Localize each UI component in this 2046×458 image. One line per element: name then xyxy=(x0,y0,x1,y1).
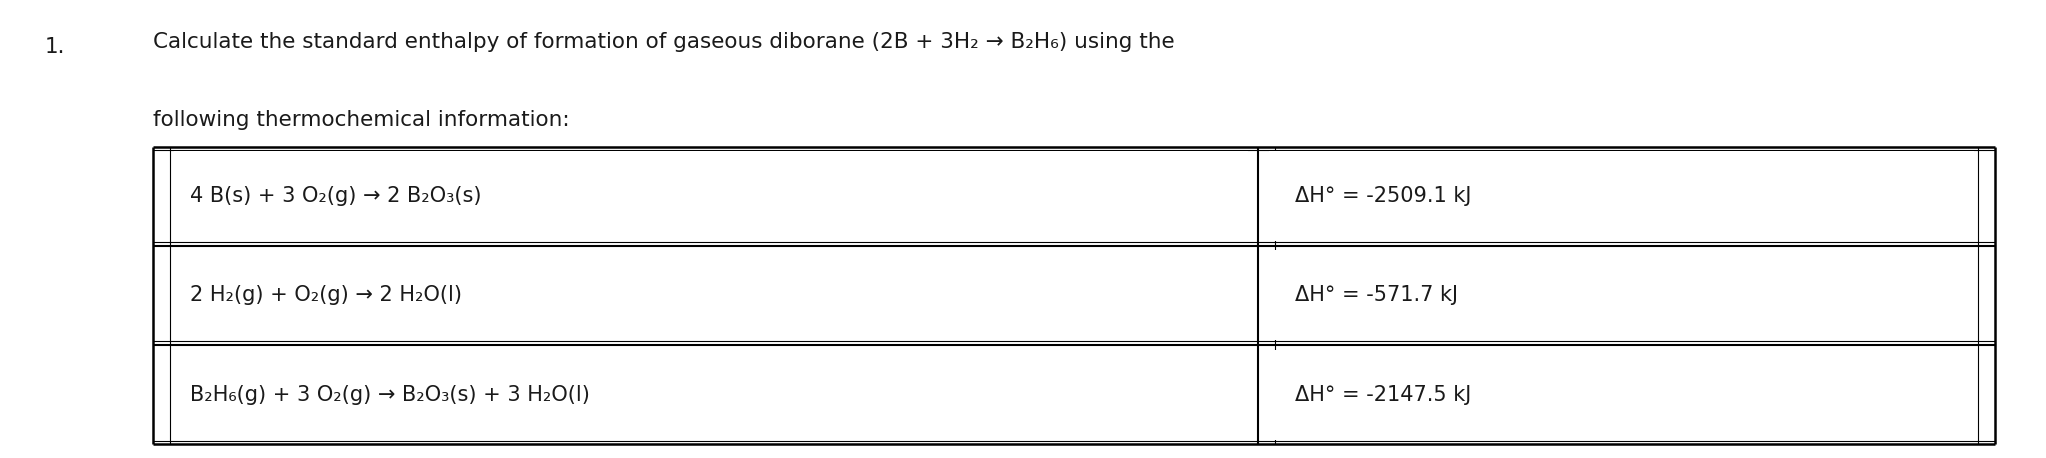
Text: ΔH° = -571.7 kJ: ΔH° = -571.7 kJ xyxy=(1295,285,1459,305)
Bar xyxy=(174,349,1248,440)
Text: 2 H₂(g) + O₂(g) → 2 H₂O(l): 2 H₂(g) + O₂(g) → 2 H₂O(l) xyxy=(190,285,462,305)
Bar xyxy=(1269,349,1974,440)
Text: ΔH° = -2147.5 kJ: ΔH° = -2147.5 kJ xyxy=(1295,385,1471,405)
Text: ΔH° = -2509.1 kJ: ΔH° = -2509.1 kJ xyxy=(1295,186,1471,206)
Bar xyxy=(1269,251,1974,340)
Bar xyxy=(174,251,1248,340)
Text: B₂H₆(g) + 3 O₂(g) → B₂O₃(s) + 3 H₂O(l): B₂H₆(g) + 3 O₂(g) → B₂O₃(s) + 3 H₂O(l) xyxy=(190,385,589,405)
Text: Calculate the standard enthalpy of formation of gaseous diborane (2B + 3H₂ → B₂H: Calculate the standard enthalpy of forma… xyxy=(153,32,1174,52)
Text: following thermochemical information:: following thermochemical information: xyxy=(153,110,571,130)
Bar xyxy=(174,151,1248,241)
Bar xyxy=(1269,151,1974,241)
Text: 4 B(s) + 3 O₂(g) → 2 B₂O₃(s): 4 B(s) + 3 O₂(g) → 2 B₂O₃(s) xyxy=(190,186,481,206)
Text: 1.: 1. xyxy=(45,37,65,57)
